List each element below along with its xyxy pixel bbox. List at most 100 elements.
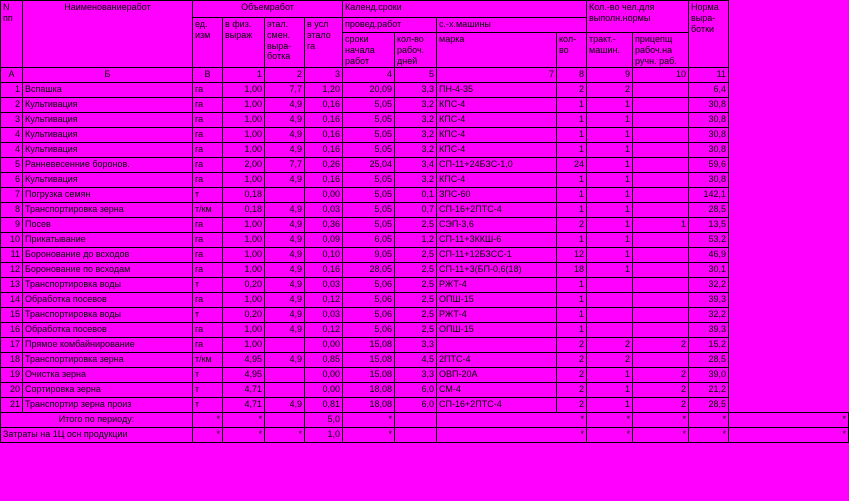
cell [633, 98, 689, 113]
cell: т/км [193, 203, 223, 218]
cell: 4,71 [223, 383, 265, 398]
cell: 1,00 [223, 98, 265, 113]
cell: 1 [557, 143, 587, 158]
table-row: 14Обработка посевовга1,004,90,125,062,5О… [1, 293, 849, 308]
cell: 25,04 [343, 158, 395, 173]
cell: 2,5 [395, 308, 437, 323]
cell: 10 [1, 233, 23, 248]
cell: га [193, 263, 223, 278]
footer-cell: * [689, 428, 729, 443]
cell: га [193, 128, 223, 143]
cell: Транспортировка зерна [23, 353, 193, 368]
hdr-ed: ед. изм [193, 18, 223, 68]
table-row: 12Боронование по всходамга1,004,90,1628,… [1, 263, 849, 278]
table-row: 9Посевга1,004,90,365,052,5СЭП-3,621113,5 [1, 218, 849, 233]
cell: га [193, 113, 223, 128]
cell: 6 [1, 173, 23, 188]
cell: 0,7 [395, 203, 437, 218]
cell: РЖТ-4 [437, 278, 557, 293]
cell: 2 [587, 338, 633, 353]
cell: 0,03 [305, 203, 343, 218]
cell: 1,00 [223, 128, 265, 143]
cell: Обработка посевов [23, 323, 193, 338]
table-row: 4Культивацияга1,004,90,165,053,2КПС-4113… [1, 128, 849, 143]
cell: 4,95 [223, 368, 265, 383]
cell: Транспортировка воды [23, 278, 193, 293]
cell: 1 [557, 293, 587, 308]
cell: 9 [1, 218, 23, 233]
cell: 46,9 [689, 248, 729, 263]
cell: Боронование по всходам [23, 263, 193, 278]
cell: 3,2 [395, 143, 437, 158]
cell: 2,5 [395, 218, 437, 233]
cell: 5,06 [343, 323, 395, 338]
cell: 12 [557, 248, 587, 263]
cell: 4,9 [265, 98, 305, 113]
cell: 18 [1, 353, 23, 368]
cell: 1,00 [223, 248, 265, 263]
footer-cell: * [729, 413, 849, 428]
cell: 4,9 [265, 218, 305, 233]
cell [633, 113, 689, 128]
hdr-kalend: Календ.сроки [343, 1, 587, 18]
cell: Ранневесенние боронов. [23, 158, 193, 173]
cell: 4,95 [223, 353, 265, 368]
cell: 5 [1, 158, 23, 173]
cell: КПС-4 [437, 173, 557, 188]
cell: Культивация [23, 173, 193, 188]
cell: 1 [587, 188, 633, 203]
cell [265, 188, 305, 203]
cell: СП-16+2ПТС-4 [437, 203, 557, 218]
table-row: 6Культивацияга1,004,90,165,053,2КПС-4113… [1, 173, 849, 188]
hdr-etal: этал. смен. выра- ботка [265, 18, 305, 68]
cell: 7,7 [265, 158, 305, 173]
cell: 21,2 [689, 383, 729, 398]
cell [633, 128, 689, 143]
hdr-rab: кол-во рабоч. дней [395, 33, 437, 68]
cell: СП-11+24БЗС-1,0 [437, 158, 557, 173]
cell: 28,5 [689, 398, 729, 413]
cell: га [193, 143, 223, 158]
cell [633, 233, 689, 248]
cell: 15,08 [343, 368, 395, 383]
hdr-trakt: тракт.- машин. [587, 33, 633, 68]
cell: Обработка посевов [23, 293, 193, 308]
cell: 2 [1, 98, 23, 113]
cell [587, 293, 633, 308]
table-row: 11Боронование до всходовга1,004,90,109,0… [1, 248, 849, 263]
footer-cell: * [265, 428, 305, 443]
hdr-letter: 7 [437, 68, 557, 83]
footer-per-unit: Затраты на 1Ц осн продукции***1,0****** [1, 428, 849, 443]
table-row: 3Культивацияга1,004,90,165,053,2КПС-4113… [1, 113, 849, 128]
hdr-obem: Объемработ [193, 1, 343, 18]
cell: ПН-4-35 [437, 83, 557, 98]
hdr-letter: 10 [633, 68, 689, 83]
cell [633, 293, 689, 308]
cell: 17 [1, 338, 23, 353]
hdr-fiz: в физ. выраж [223, 18, 265, 68]
cell: 1 [587, 383, 633, 398]
cell: 1,00 [223, 233, 265, 248]
cell: 8 [1, 203, 23, 218]
table-row: 15Транспортировка водыт0,204,90,035,062,… [1, 308, 849, 323]
cell: т [193, 308, 223, 323]
cell: 5,05 [343, 143, 395, 158]
cell: т [193, 383, 223, 398]
cell: 5,05 [343, 203, 395, 218]
footer-cell: * [343, 413, 395, 428]
cell: 1 [557, 203, 587, 218]
cell: 32,2 [689, 308, 729, 323]
cell: 1,2 [395, 233, 437, 248]
hdr-letter: 4 [343, 68, 395, 83]
cell: 3,3 [395, 368, 437, 383]
cell: 1 [557, 323, 587, 338]
cell: 3 [1, 113, 23, 128]
cell: га [193, 248, 223, 263]
cell: 0,26 [305, 158, 343, 173]
cell: 4,9 [265, 143, 305, 158]
cell: 0,00 [305, 383, 343, 398]
hdr-letter: А [1, 68, 23, 83]
cell: 2 [557, 338, 587, 353]
cell: 1 [587, 203, 633, 218]
cell: Культивация [23, 98, 193, 113]
